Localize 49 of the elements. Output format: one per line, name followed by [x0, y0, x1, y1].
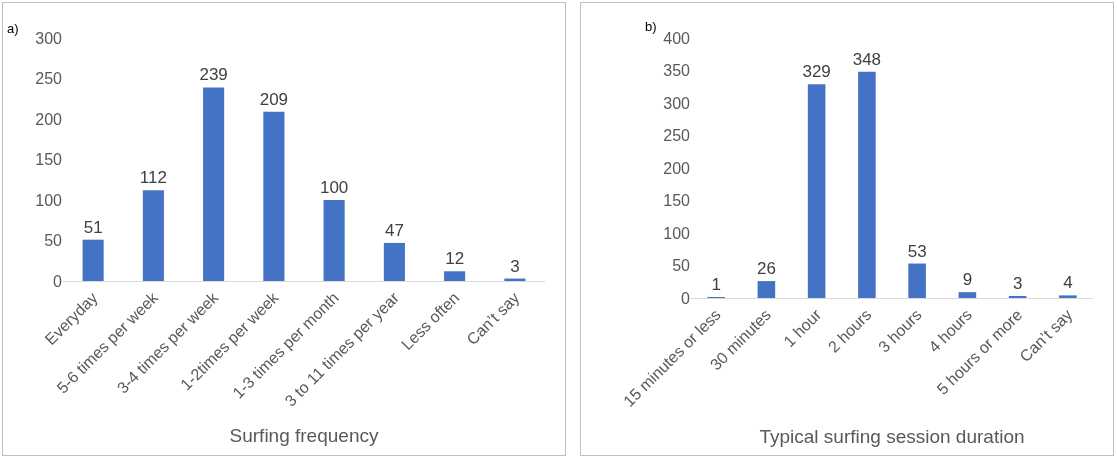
- bar: [958, 292, 977, 298]
- data-label: 3: [1012, 274, 1023, 293]
- x-axis-title: Typical surfing session duration: [759, 425, 1025, 447]
- bar: [142, 190, 164, 281]
- bar: [444, 271, 466, 281]
- bar: [757, 281, 776, 298]
- data-label: 239: [199, 65, 228, 85]
- data-label: 329: [802, 62, 831, 82]
- y-tick-label: 0: [53, 272, 63, 290]
- x-axis-title: Surfing frequency: [229, 425, 379, 447]
- y-tick-label: 300: [663, 94, 691, 112]
- data-label: 53: [907, 241, 927, 261]
- data-label: 12: [445, 249, 465, 269]
- data-label: 112: [139, 168, 167, 188]
- y-tick-label: 250: [663, 127, 691, 145]
- bar: [82, 239, 104, 281]
- data-label: 51: [83, 217, 103, 237]
- data-label: 47: [384, 220, 404, 240]
- y-tick-label: 350: [663, 62, 691, 80]
- data-label: 9: [962, 270, 973, 290]
- bar: [263, 111, 285, 281]
- bar: [807, 84, 826, 298]
- data-label: 4: [1063, 273, 1073, 293]
- data-label: 348: [852, 49, 882, 69]
- y-tick-label: 400: [663, 29, 691, 47]
- y-tick-label: 200: [663, 159, 691, 177]
- y-tick-label: 100: [663, 224, 691, 242]
- y-tick-label: 0: [681, 289, 691, 307]
- data-label: 100: [319, 178, 349, 197]
- y-tick-label: 100: [35, 191, 63, 209]
- data-label: 26: [756, 259, 776, 279]
- text: b): [645, 19, 657, 34]
- bar: [858, 71, 876, 298]
- y-tick-label: 150: [35, 151, 63, 169]
- bar: [383, 242, 405, 281]
- bar: [323, 200, 345, 281]
- y-tick-label: 300: [35, 29, 63, 47]
- y-tick-label: 150: [663, 192, 691, 210]
- y-tick-label: 50: [672, 257, 691, 275]
- bar: [203, 87, 225, 281]
- y-tick-label: 250: [35, 70, 63, 88]
- bar: [908, 263, 926, 298]
- data-label: 209: [259, 89, 289, 109]
- text: a): [7, 21, 19, 36]
- y-tick-label: 200: [35, 110, 63, 128]
- data-label: 3: [510, 256, 520, 276]
- bar: [1059, 295, 1077, 298]
- data-label: 1: [711, 275, 721, 294]
- y-tick-label: 50: [44, 232, 63, 250]
